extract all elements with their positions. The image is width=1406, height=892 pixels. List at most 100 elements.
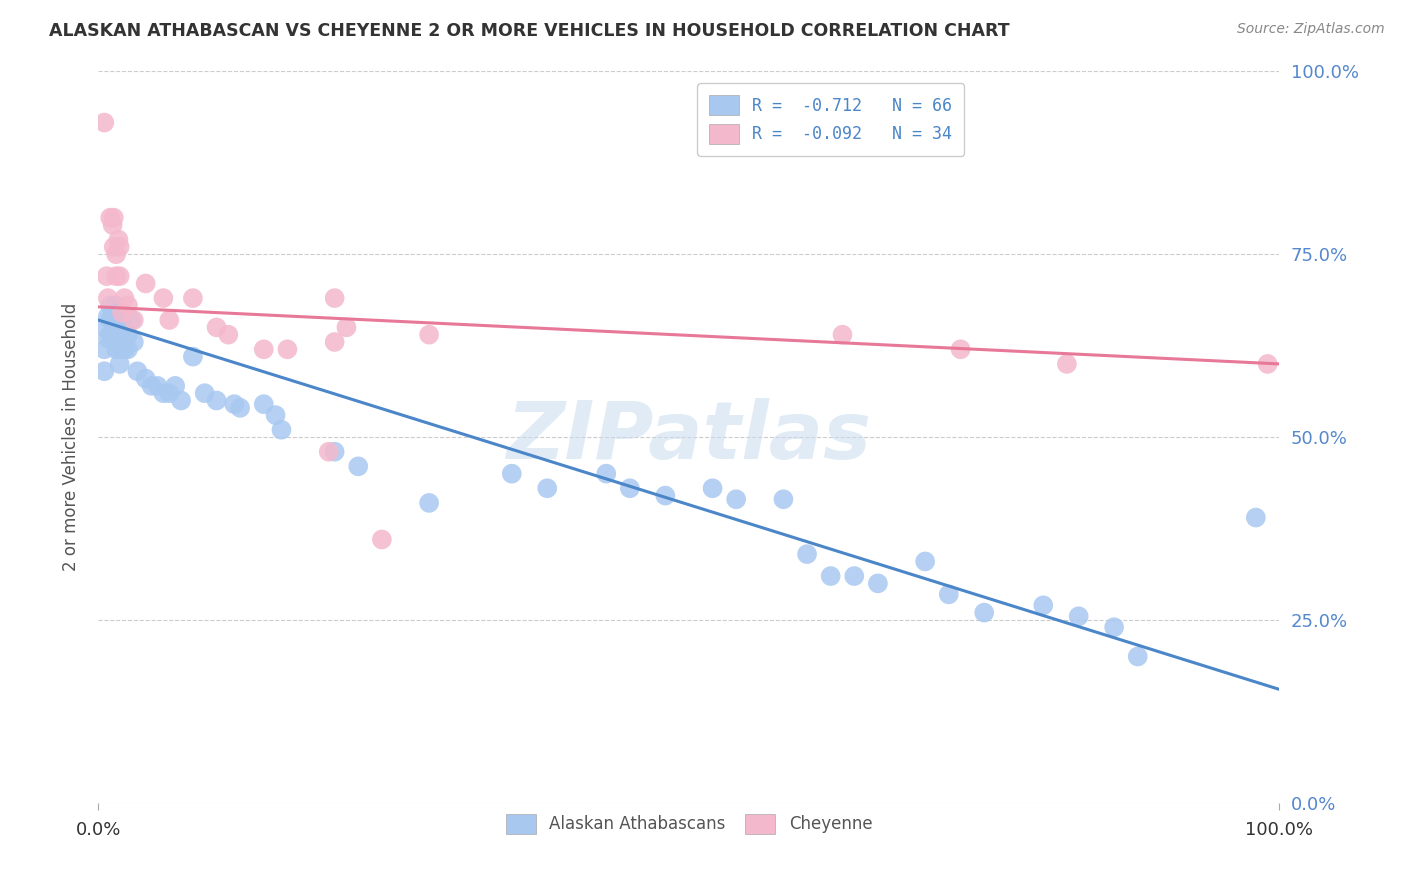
- Point: [97, 331, 120, 345]
- Point: [101, 218, 124, 232]
- Point: [107, 233, 129, 247]
- Point: [103, 313, 125, 327]
- Point: [820, 569, 842, 583]
- Point: [105, 298, 128, 312]
- Point: [619, 481, 641, 495]
- Point: [1257, 357, 1279, 371]
- Point: [108, 269, 131, 284]
- Point: [205, 393, 228, 408]
- Point: [93, 115, 115, 129]
- Point: [98, 211, 121, 225]
- Point: [117, 298, 139, 312]
- Point: [229, 401, 252, 415]
- Point: [323, 334, 346, 349]
- Point: [224, 397, 246, 411]
- Point: [595, 467, 617, 481]
- Point: [98, 313, 121, 327]
- Point: [141, 379, 163, 393]
- Point: [1032, 599, 1054, 613]
- Point: [270, 423, 292, 437]
- Point: [112, 291, 135, 305]
- Point: [122, 313, 145, 327]
- Point: [1102, 620, 1125, 634]
- Point: [111, 327, 134, 342]
- Point: [112, 343, 135, 357]
- Point: [318, 444, 340, 458]
- Point: [1067, 609, 1090, 624]
- Point: [157, 313, 180, 327]
- Point: [101, 327, 124, 342]
- Point: [796, 547, 818, 561]
- Point: [93, 320, 115, 334]
- Legend: Alaskan Athabascans, Cheyenne: Alaskan Athabascans, Cheyenne: [494, 802, 884, 846]
- Point: [253, 343, 276, 357]
- Point: [914, 554, 936, 568]
- Point: [949, 343, 972, 357]
- Point: [181, 291, 204, 305]
- Point: [108, 327, 131, 342]
- Point: [105, 313, 128, 327]
- Text: ZIPatlas: ZIPatlas: [506, 398, 872, 476]
- Point: [264, 408, 287, 422]
- Point: [418, 327, 440, 342]
- Point: [103, 211, 125, 225]
- Point: [165, 379, 187, 393]
- Point: [702, 481, 724, 495]
- Point: [98, 327, 121, 342]
- Point: [152, 386, 174, 401]
- Point: [1126, 649, 1149, 664]
- Point: [170, 393, 193, 408]
- Point: [157, 386, 180, 401]
- Point: [772, 492, 794, 507]
- Point: [105, 327, 128, 342]
- Point: [418, 496, 440, 510]
- Point: [108, 240, 131, 254]
- Point: [152, 291, 174, 305]
- Point: [117, 327, 139, 342]
- Point: [938, 587, 960, 601]
- Point: [335, 320, 357, 334]
- Point: [725, 492, 748, 507]
- Point: [93, 343, 115, 357]
- Point: [111, 313, 134, 327]
- Point: [121, 313, 143, 327]
- Text: Source: ZipAtlas.com: Source: ZipAtlas.com: [1237, 22, 1385, 37]
- Point: [205, 320, 228, 334]
- Point: [146, 379, 169, 393]
- Point: [276, 343, 298, 357]
- Point: [347, 459, 370, 474]
- Point: [117, 343, 139, 357]
- Point: [1244, 510, 1267, 524]
- Point: [108, 343, 131, 357]
- Point: [97, 291, 120, 305]
- Point: [866, 576, 889, 591]
- Point: [122, 334, 145, 349]
- Point: [181, 350, 204, 364]
- Point: [831, 327, 853, 342]
- Point: [127, 364, 149, 378]
- Point: [654, 489, 676, 503]
- Point: [135, 277, 157, 291]
- Point: [93, 364, 115, 378]
- Point: [135, 371, 157, 385]
- Point: [1056, 357, 1078, 371]
- Point: [97, 310, 120, 324]
- Point: [323, 291, 346, 305]
- Point: [105, 269, 128, 284]
- Point: [101, 306, 124, 320]
- Point: [105, 320, 128, 334]
- Point: [96, 269, 118, 284]
- Point: [103, 240, 125, 254]
- Y-axis label: 2 or more Vehicles in Household: 2 or more Vehicles in Household: [62, 303, 80, 571]
- Point: [501, 467, 523, 481]
- Point: [253, 397, 276, 411]
- Point: [103, 327, 125, 342]
- Text: ALASKAN ATHABASCAN VS CHEYENNE 2 OR MORE VEHICLES IN HOUSEHOLD CORRELATION CHART: ALASKAN ATHABASCAN VS CHEYENNE 2 OR MORE…: [49, 22, 1010, 40]
- Point: [844, 569, 866, 583]
- Point: [108, 357, 131, 371]
- Point: [105, 343, 128, 357]
- Point: [536, 481, 558, 495]
- Point: [105, 247, 128, 261]
- Point: [111, 306, 134, 320]
- Point: [323, 444, 346, 458]
